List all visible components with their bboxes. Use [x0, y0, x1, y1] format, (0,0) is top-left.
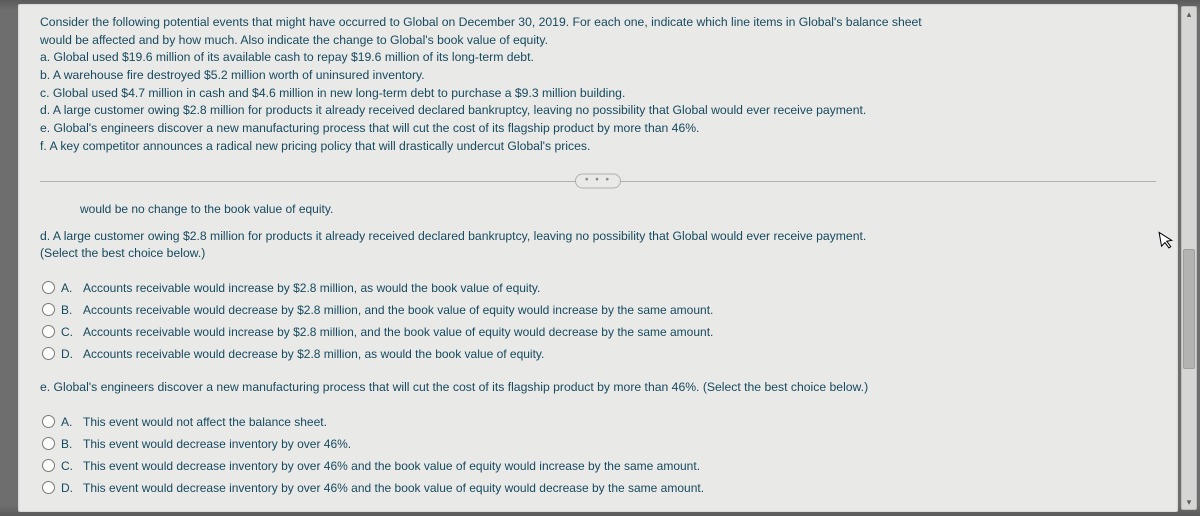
intro-line: e. Global's engineers discover a new man…	[40, 120, 1156, 138]
question-d-options: A. Accounts receivable would increase by…	[40, 277, 1156, 365]
scroll-thumb[interactable]	[1183, 249, 1195, 369]
radio-d-a[interactable]	[42, 281, 55, 294]
intro-line: c. Global used $4.7 million in cash and …	[40, 85, 1156, 103]
option-text: Accounts receivable would decrease by $2…	[83, 303, 713, 317]
option-letter: D.	[61, 347, 77, 361]
intro-line: b. A warehouse fire destroyed $5.2 milli…	[40, 67, 1156, 85]
previous-answer-tail: would be no change to the book value of …	[80, 202, 1156, 216]
intro-line: a. Global used $19.6 million of its avai…	[40, 49, 1156, 67]
expand-dots-icon[interactable]: • • •	[575, 173, 621, 188]
scroll-up-icon[interactable]: ▴	[1182, 7, 1196, 21]
scroll-down-icon[interactable]: ▾	[1182, 495, 1196, 509]
question-panel: Consider the following potential events …	[18, 4, 1178, 512]
radio-d-d[interactable]	[42, 347, 55, 360]
question-d-prompt: d. A large customer owing $2.8 million f…	[40, 228, 1156, 263]
option-e-c[interactable]: C. This event would decrease inventory b…	[40, 455, 1156, 477]
intro-line: would be affected and by how much. Also …	[40, 32, 1156, 50]
option-e-a[interactable]: A. This event would not affect the balan…	[40, 411, 1156, 433]
scroll-track[interactable]	[1182, 21, 1196, 495]
intro-line: f. A key competitor announces a radical …	[40, 138, 1156, 156]
option-text: This event would decrease inventory by o…	[83, 437, 351, 451]
option-letter: A.	[61, 281, 77, 295]
question-line: (Select the best choice below.)	[40, 245, 1156, 263]
option-letter: B.	[61, 437, 77, 451]
option-text: Accounts receivable would decrease by $2…	[83, 347, 544, 361]
problem-intro: Consider the following potential events …	[40, 14, 1156, 156]
question-e-prompt: e. Global's engineers discover a new man…	[40, 379, 1156, 397]
question-e-options: A. This event would not affect the balan…	[40, 411, 1156, 499]
section-divider: • • •	[40, 174, 1156, 188]
option-letter: A.	[61, 415, 77, 429]
option-d-c[interactable]: C. Accounts receivable would increase by…	[40, 321, 1156, 343]
intro-line: d. A large customer owing $2.8 million f…	[40, 102, 1156, 120]
option-d-d[interactable]: D. Accounts receivable would decrease by…	[40, 343, 1156, 365]
option-e-b[interactable]: B. This event would decrease inventory b…	[40, 433, 1156, 455]
radio-d-b[interactable]	[42, 303, 55, 316]
question-line: d. A large customer owing $2.8 million f…	[40, 228, 1156, 246]
option-text: This event would decrease inventory by o…	[83, 459, 700, 473]
option-text: This event would decrease inventory by o…	[83, 481, 704, 495]
option-d-a[interactable]: A. Accounts receivable would increase by…	[40, 277, 1156, 299]
option-letter: C.	[61, 325, 77, 339]
option-letter: B.	[61, 303, 77, 317]
question-line: e. Global's engineers discover a new man…	[40, 380, 868, 394]
radio-e-d[interactable]	[42, 481, 55, 494]
vertical-scrollbar[interactable]: ▴ ▾	[1181, 6, 1197, 510]
option-text: Accounts receivable would increase by $2…	[83, 281, 540, 295]
option-text: Accounts receivable would increase by $2…	[83, 325, 713, 339]
option-text: This event would not affect the balance …	[83, 415, 327, 429]
screen-frame: Consider the following potential events …	[0, 0, 1200, 516]
radio-e-c[interactable]	[42, 459, 55, 472]
option-letter: C.	[61, 459, 77, 473]
radio-e-b[interactable]	[42, 437, 55, 450]
option-e-d[interactable]: D. This event would decrease inventory b…	[40, 477, 1156, 499]
radio-e-a[interactable]	[42, 415, 55, 428]
intro-line: Consider the following potential events …	[40, 14, 1156, 32]
radio-d-c[interactable]	[42, 325, 55, 338]
option-letter: D.	[61, 481, 77, 495]
option-d-b[interactable]: B. Accounts receivable would decrease by…	[40, 299, 1156, 321]
